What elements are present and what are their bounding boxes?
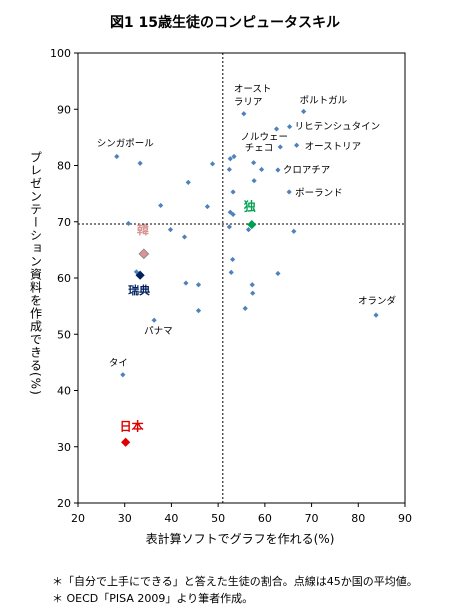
data-point bbox=[137, 160, 143, 166]
x-tick-label: 40 bbox=[164, 512, 178, 525]
data-point bbox=[120, 372, 126, 378]
point-label: クロアチア bbox=[283, 165, 330, 176]
plot-area-frame bbox=[77, 52, 406, 504]
point-label: オーストラリア bbox=[234, 84, 272, 108]
y-tick-label: 90 bbox=[57, 103, 71, 116]
average-reference-lines bbox=[78, 53, 405, 503]
x-tick-label: 90 bbox=[398, 512, 412, 525]
data-point bbox=[121, 437, 131, 447]
chart-title: 図1 15歳生徒のコンピュータスキル bbox=[109, 15, 341, 31]
data-point bbox=[125, 220, 132, 227]
point-label: タイ bbox=[109, 358, 128, 369]
data-point bbox=[167, 227, 174, 233]
data-point bbox=[291, 228, 297, 234]
data-point bbox=[158, 202, 164, 209]
data-point bbox=[251, 160, 257, 166]
point-label: ポルトガル bbox=[300, 96, 348, 107]
data-point bbox=[228, 269, 234, 275]
point-label: パナマ bbox=[144, 326, 173, 337]
data-point bbox=[135, 270, 145, 280]
data-point bbox=[250, 290, 256, 296]
y-tick-label: 20 bbox=[57, 497, 71, 510]
point-label: チェコ bbox=[245, 143, 274, 154]
point-label: オーストリア bbox=[305, 141, 362, 152]
data-point bbox=[138, 248, 150, 260]
data-point bbox=[241, 111, 247, 117]
data-point bbox=[185, 179, 191, 185]
x-tick-label: 50 bbox=[211, 512, 225, 525]
x-tick-label: 30 bbox=[118, 512, 132, 525]
data-point bbox=[275, 270, 281, 277]
data-point bbox=[226, 166, 232, 173]
y-tick-label: 80 bbox=[57, 160, 71, 173]
x-axis-label: 表計算ソフトでグラフを作れる(%) bbox=[145, 532, 335, 546]
point-label: 韓 bbox=[137, 222, 149, 237]
data-point bbox=[258, 166, 265, 173]
data-point bbox=[273, 126, 280, 132]
data-point bbox=[195, 282, 202, 288]
data-points bbox=[114, 108, 379, 447]
data-point bbox=[249, 282, 255, 288]
data-point bbox=[231, 153, 237, 160]
data-point bbox=[151, 317, 157, 323]
point-label: 瑞典 bbox=[128, 283, 150, 297]
point-label: シンガポール bbox=[97, 139, 155, 150]
data-point bbox=[195, 308, 202, 314]
x-tick-label: 80 bbox=[351, 512, 365, 525]
data-point bbox=[230, 211, 236, 218]
data-point bbox=[209, 161, 216, 167]
chart-axes bbox=[77, 52, 406, 504]
data-point bbox=[251, 178, 257, 184]
data-point bbox=[247, 219, 257, 230]
point-label: オランダ bbox=[358, 295, 397, 307]
data-point bbox=[245, 227, 252, 233]
data-point bbox=[275, 167, 281, 173]
y-tick-label: 40 bbox=[57, 385, 71, 398]
data-point bbox=[226, 224, 232, 230]
data-point bbox=[277, 144, 283, 150]
y-tick-label: 50 bbox=[57, 328, 71, 341]
data-point bbox=[230, 256, 236, 263]
y-tick-label: 100 bbox=[50, 47, 71, 60]
y-axis-label: プレゼンテーション資料を作成できる(%) bbox=[28, 150, 43, 396]
data-point bbox=[181, 234, 188, 240]
data-point bbox=[373, 312, 379, 318]
data-point bbox=[286, 189, 292, 195]
data-point bbox=[287, 124, 293, 130]
point-label: ポーランド bbox=[295, 188, 343, 199]
point-label: ノルウェー bbox=[241, 132, 289, 143]
y-tick-label: 30 bbox=[57, 441, 71, 454]
data-point bbox=[242, 305, 248, 311]
data-point bbox=[183, 280, 189, 286]
y-tick-label: 60 bbox=[57, 272, 71, 285]
x-tick-label: 70 bbox=[305, 512, 319, 525]
point-label-line: オースト bbox=[234, 84, 272, 95]
data-point bbox=[294, 142, 300, 148]
axis-ticks: 20 30 40 50 60 70 80 90 20 30 40 50 60 70 80 90 100 bbox=[50, 47, 412, 525]
point-label: 独 bbox=[243, 199, 256, 214]
x-tick-label: 60 bbox=[258, 512, 272, 525]
data-point bbox=[114, 153, 120, 160]
data-point bbox=[230, 189, 236, 195]
data-point bbox=[301, 108, 307, 115]
data-point bbox=[227, 156, 233, 162]
footnote-1: ＊「自分で上手にできる」と答えた生徒の割合。点線は45か国の平均値。 bbox=[52, 575, 418, 588]
point-label-line: ラリア bbox=[234, 97, 263, 108]
footnote-2: ＊ OECD「PISA 2009」より筆者作成。 bbox=[52, 592, 254, 605]
data-point bbox=[204, 203, 210, 210]
y-tick-label: 70 bbox=[57, 216, 71, 229]
point-label: 日本 bbox=[120, 418, 144, 433]
x-tick-label: 20 bbox=[71, 512, 85, 525]
point-label: リヒテンシュタイン bbox=[295, 122, 381, 133]
